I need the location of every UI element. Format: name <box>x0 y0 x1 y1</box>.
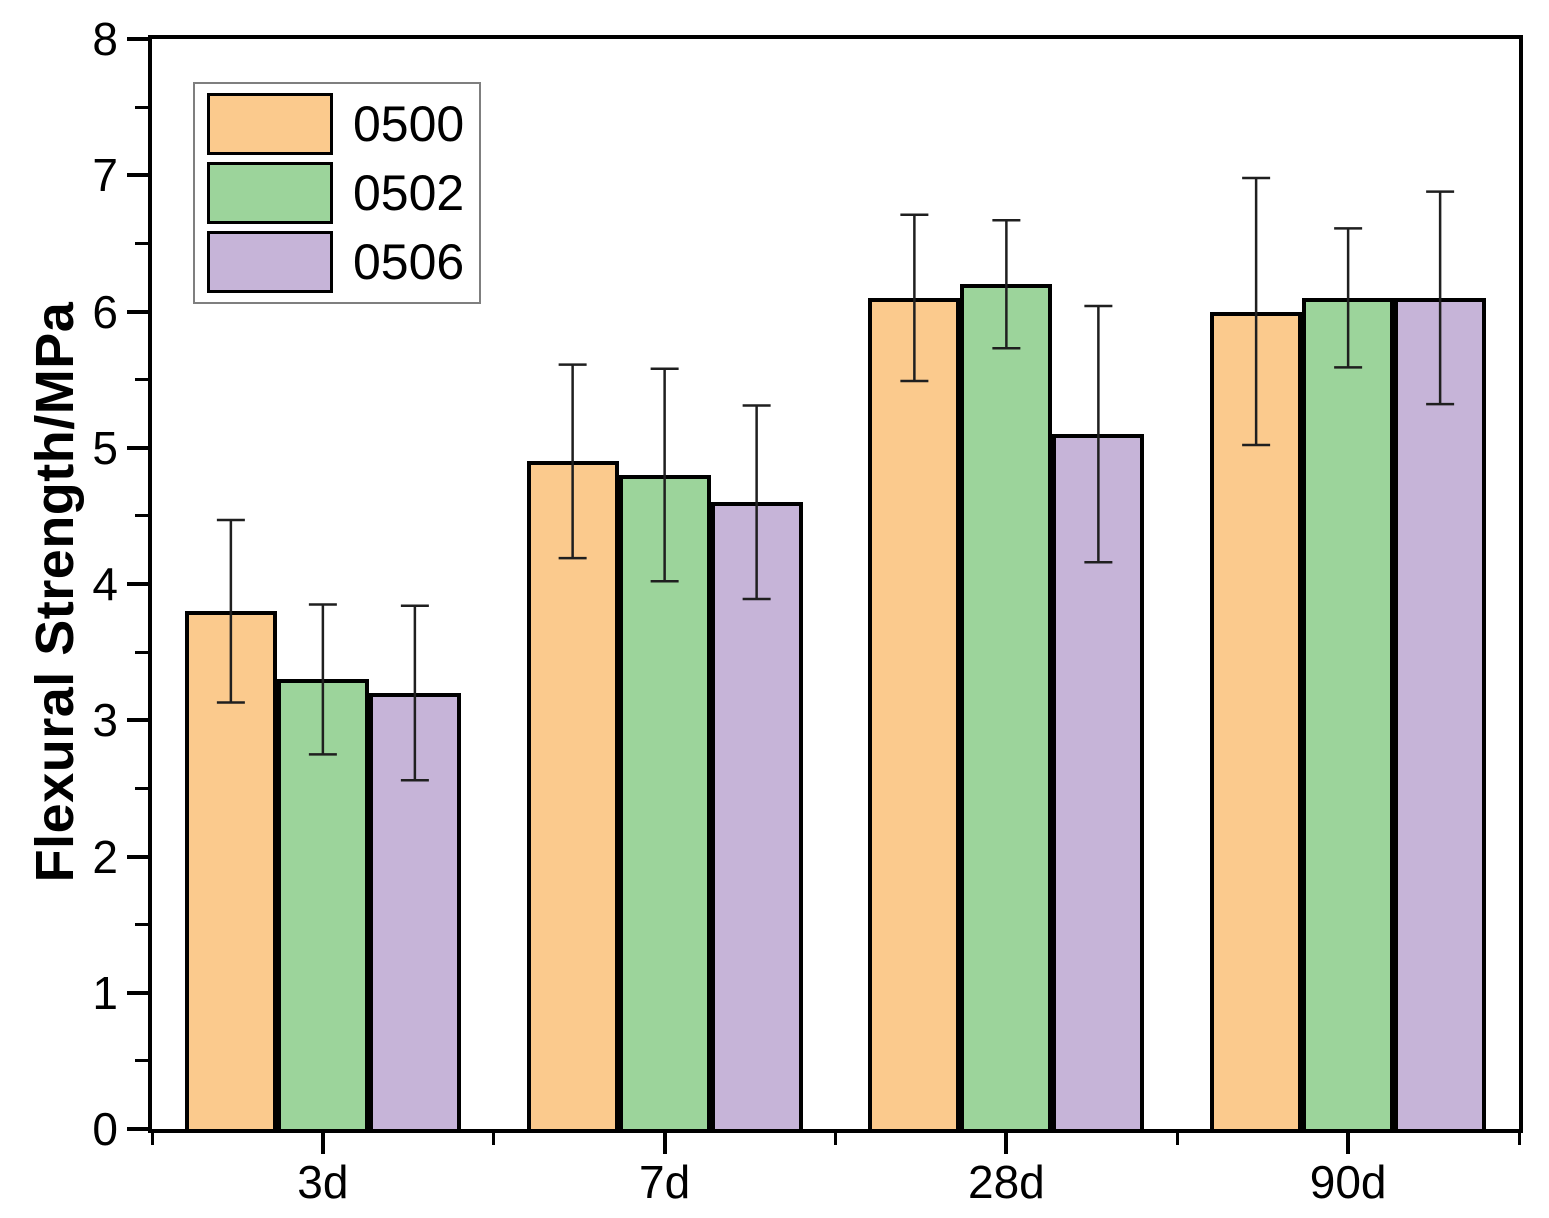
legend-swatch-0506 <box>207 231 333 293</box>
bar-0506-28d <box>1052 434 1145 1129</box>
legend-item-0500: 0500 <box>207 93 479 155</box>
y-tick-label: 5 <box>92 421 118 474</box>
y-tick-label: 2 <box>92 830 118 883</box>
x-major-tick <box>1004 1133 1009 1154</box>
y-minor-tick <box>135 241 148 245</box>
y-minor-tick <box>135 105 148 109</box>
x-minor-tick <box>150 1133 154 1145</box>
y-major-tick <box>127 173 148 178</box>
bar-0506-90d <box>1394 297 1487 1129</box>
legend-swatch-0502 <box>207 162 333 224</box>
bar-0502-90d <box>1302 297 1395 1129</box>
bar-0502-7d <box>618 475 711 1129</box>
bar-0502-3d <box>276 679 369 1129</box>
bar-0500-3d <box>184 611 277 1129</box>
y-major-tick <box>127 718 148 723</box>
bar-0500-7d <box>526 461 619 1129</box>
plot-area: 0 1 2 3 4 5 6 7 8 3d 7d 28d 90d <box>92 16 1523 1205</box>
bar-0506-3d <box>368 693 461 1129</box>
plot-inner: 0 1 2 3 4 5 6 7 8 3d 7d 28d 90d <box>92 16 1521 1205</box>
x-minor-tick <box>492 1133 496 1145</box>
x-category-label: 28d <box>968 1156 1045 1208</box>
legend-label-0506: 0506 <box>353 234 465 290</box>
x-category-label: 90d <box>1309 1156 1387 1208</box>
y-major-tick <box>127 990 148 995</box>
x-major-tick <box>1346 1133 1351 1154</box>
legend-swatch-0500 <box>207 93 333 155</box>
y-tick-label: 3 <box>92 694 118 747</box>
y-tick-label: 4 <box>92 558 118 610</box>
y-major-tick <box>127 582 148 586</box>
y-minor-tick <box>135 378 148 382</box>
x-minor-tick <box>834 1133 837 1145</box>
y-tick-label: 1 <box>92 966 118 1019</box>
y-major-tick <box>127 445 148 450</box>
legend-item-0502: 0502 <box>207 162 479 224</box>
legend-item-0506: 0506 <box>207 231 479 293</box>
legend-label-0502: 0502 <box>353 165 465 221</box>
bar-0506-7d <box>710 502 803 1129</box>
y-minor-tick <box>135 786 148 790</box>
y-major-tick <box>127 37 148 41</box>
y-major-tick <box>127 309 148 314</box>
y-major-tick <box>127 1127 148 1131</box>
y-minor-tick <box>135 923 148 927</box>
x-minor-tick <box>1175 1133 1179 1145</box>
y-minor-tick <box>135 1059 148 1063</box>
x-category-label: 7d <box>639 1156 691 1208</box>
bar-0502-28d <box>960 284 1053 1129</box>
y-minor-tick <box>135 650 148 654</box>
bar-0500-90d <box>1210 311 1303 1129</box>
x-minor-tick <box>1517 1133 1521 1145</box>
x-major-tick <box>320 1133 325 1154</box>
y-tick-label: 0 <box>92 1103 118 1155</box>
bar-0500-28d <box>868 297 961 1129</box>
y-minor-tick <box>135 514 148 518</box>
x-major-tick <box>662 1133 667 1154</box>
x-category-label: 3d <box>297 1156 349 1208</box>
y-tick-label: 8 <box>92 13 118 65</box>
legend: 0500 0502 0506 <box>193 82 481 304</box>
y-tick-label: 6 <box>92 285 118 338</box>
legend-label-0500: 0500 <box>353 96 465 152</box>
y-tick-label: 7 <box>92 149 118 202</box>
y-major-tick <box>127 854 148 859</box>
